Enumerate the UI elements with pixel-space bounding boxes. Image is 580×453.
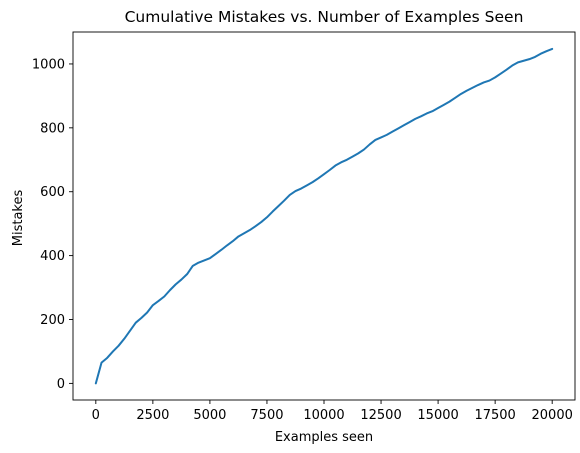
x-tick-label: 15000 <box>417 408 458 423</box>
x-tick-label: 10000 <box>303 408 344 423</box>
plot-area: 0 2500 5000 7500 10000 12500 15000 17500 20000 0 2… <box>32 31 576 423</box>
x-tick-label: 7500 <box>250 408 283 423</box>
y-tick-label: 400 <box>40 249 65 264</box>
x-tick-label: 20000 <box>532 408 573 423</box>
x-tick-label: 17500 <box>474 408 515 423</box>
y-tick-label: 0 <box>57 377 65 392</box>
y-tick-label: 600 <box>40 185 65 200</box>
x-tick-label: 2500 <box>136 408 169 423</box>
axes-frame <box>72 31 576 401</box>
y-tick-label: 1000 <box>32 57 65 72</box>
y-tick-label: 800 <box>40 121 65 136</box>
x-tick-label: 0 <box>92 408 100 423</box>
series-line-0 <box>94 47 554 385</box>
chart-title: Cumulative Mistakes vs. Number of Exampl… <box>125 8 524 26</box>
x-tick-label: 5000 <box>193 408 226 423</box>
x-tick-label: 12500 <box>360 408 401 423</box>
y-tick-label: 200 <box>40 313 65 328</box>
x-axis-label: Examples seen <box>275 430 373 445</box>
y-axis-label: Mistakes <box>11 190 26 247</box>
